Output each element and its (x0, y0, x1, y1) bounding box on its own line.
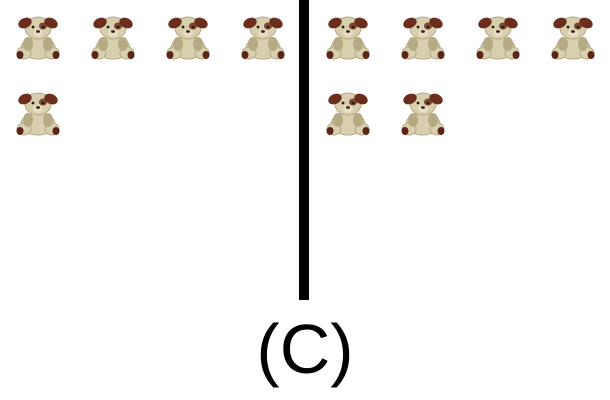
plush-puppy-icon (85, 12, 141, 62)
plush-puppy-icon (10, 88, 66, 138)
plush-puppy-icon (470, 12, 526, 62)
plush-puppy-icon (160, 12, 216, 62)
plush-puppy-icon (545, 12, 601, 62)
left-toy-group (0, 0, 300, 150)
plush-puppy-icon (395, 12, 451, 62)
plush-puppy-icon (235, 12, 291, 62)
plush-puppy-icon (395, 88, 451, 138)
plush-puppy-icon (10, 12, 66, 62)
option-label: (C) (256, 310, 354, 388)
plush-puppy-icon (320, 88, 376, 138)
plush-puppy-icon (320, 12, 376, 62)
vertical-divider (299, 0, 309, 300)
right-toy-group (310, 0, 610, 150)
